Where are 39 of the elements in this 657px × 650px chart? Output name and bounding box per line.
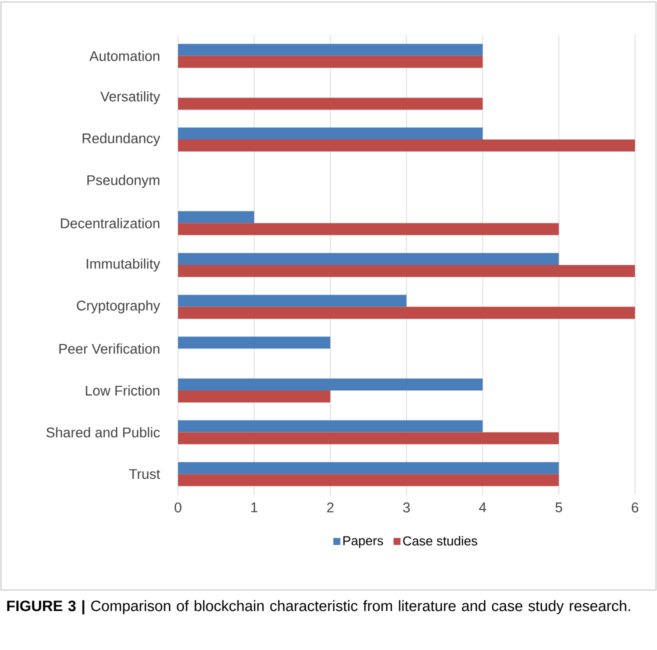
bar [178, 462, 559, 474]
y-tick-label: Cryptography [76, 300, 160, 314]
bar [178, 432, 559, 444]
bar [178, 44, 483, 56]
bar [178, 306, 635, 319]
bar [178, 378, 483, 390]
y-tick-label: Decentralization [60, 218, 160, 228]
y-tick-label: Peer Verification [59, 343, 160, 354]
bar [178, 223, 559, 236]
bar [178, 211, 254, 224]
y-tick-label: Pseudonym [87, 174, 160, 188]
x-tick-label: 1 [251, 502, 258, 512]
y-tick-label: Trust [129, 469, 160, 479]
legend-label: Case studies [403, 536, 478, 546]
y-tick-label: Versatility [100, 91, 160, 104]
y-tick-label: Redundancy [82, 133, 160, 146]
bar [178, 56, 483, 68]
x-tick-label: 6 [632, 502, 638, 512]
y-tick-label: Low Friction [86, 385, 160, 396]
legend-label: Papers [343, 536, 384, 548]
x-tick-label: 5 [556, 502, 562, 512]
bar [178, 336, 330, 349]
y-tick-label: Automation [89, 50, 160, 62]
x-tick-label: 2 [327, 502, 334, 512]
bar [178, 128, 483, 140]
bar [178, 264, 635, 277]
text: FIGURE 3 | Comparison of blockchain characteristic from literature and case study research. [7, 600, 630, 614]
y-tick-label: Immutability [86, 258, 160, 272]
bar [178, 474, 559, 486]
x-tick-label: 4 [479, 502, 486, 512]
bar [178, 390, 330, 402]
bar [178, 98, 483, 110]
bar [178, 140, 635, 152]
bar [178, 420, 483, 432]
bar [178, 252, 559, 265]
bar [178, 294, 406, 307]
x-tick-label: 0 [174, 502, 182, 512]
x-tick-label: 3 [403, 502, 410, 512]
y-tick-label: Shared and Public [46, 427, 160, 438]
